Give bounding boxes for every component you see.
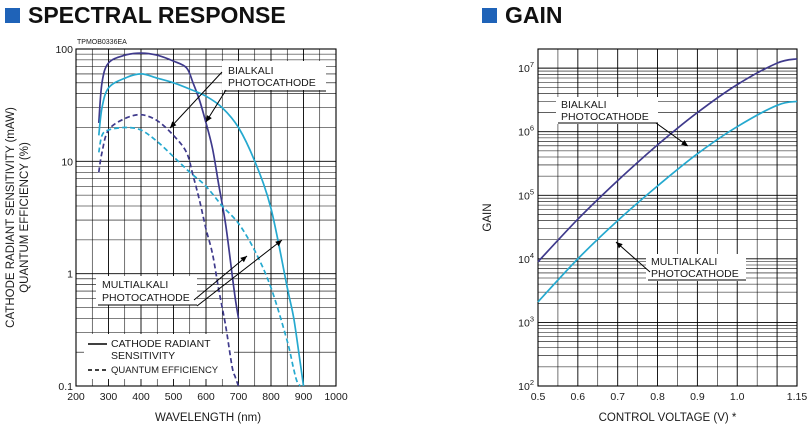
bialkali-qe-leader-arrowhead xyxy=(170,121,177,128)
square-bullet-icon xyxy=(5,8,20,23)
gain-x-tick-label: 0.5 xyxy=(531,391,546,403)
gain-x-tick-label: 0.7 xyxy=(610,391,625,403)
spectral-series-multialkali-qe-line xyxy=(97,126,301,387)
y-axis-title-line: CATHODE RADIANT SENSITIVITY (mAW) xyxy=(5,107,17,328)
x-tick-label: 200 xyxy=(67,391,85,403)
legend-sensitivity-label: SENSITIVITY xyxy=(111,350,175,362)
gain-y-tick-label: 105 xyxy=(518,187,534,202)
gain-multialkali-annotation-text: MULTIALKALI xyxy=(651,256,717,268)
gain-y-tick-label: 103 xyxy=(518,314,534,329)
spectral-series-bialkali-sensitivity-line xyxy=(97,52,240,319)
multialkali-annotation-text: PHOTOCATHODE xyxy=(102,292,190,304)
gain-y-tick-label: 107 xyxy=(518,60,534,75)
multialkali-qe-leader-arrowhead xyxy=(275,240,282,247)
gain-bialkali-annotation-text: BIALKALI xyxy=(561,99,607,111)
legend-box xyxy=(84,334,234,379)
gain-bialkali-leader xyxy=(655,122,689,147)
multialkali-qe-leader xyxy=(196,239,283,307)
multialkali-sensitivity-leader xyxy=(193,255,248,301)
x-tick-label: 600 xyxy=(197,391,215,403)
gain-y-axis-title: GAIN xyxy=(482,203,494,231)
x-tick-label: 1000 xyxy=(324,391,348,403)
y-axis-title-group: CATHODE RADIANT SENSITIVITY (mAW) QUANTUM… xyxy=(5,107,31,328)
gain-x-tick-label: 0.8 xyxy=(650,391,665,403)
gain-plot-frame xyxy=(537,48,798,387)
gain-y-tick-label: 102 xyxy=(518,378,534,393)
gain-y-tick-label: 104 xyxy=(518,251,534,266)
spectral-series-bialkali-qe-line xyxy=(97,113,240,387)
multialkali-label-box xyxy=(96,276,197,305)
gain-x-tick-label: 1.0 xyxy=(730,391,745,403)
gain-y-tick-label: 106 xyxy=(518,124,534,139)
bialkali-annotation-text: BIALKALI xyxy=(228,65,274,77)
y-tick-label: 1 xyxy=(67,269,73,281)
x-tick-label: 300 xyxy=(100,391,118,403)
gain-multialkali-leader-arrowhead xyxy=(616,242,623,249)
legend-qe-label: QUANTUM EFFICIENCY xyxy=(111,365,219,376)
gain-bialkali-annotation-text: PHOTOCATHODE xyxy=(561,111,649,123)
gain-series-multialkali-line xyxy=(537,100,798,303)
square-bullet-icon xyxy=(482,8,497,23)
gain-multialkali-leader xyxy=(615,241,651,273)
x-tick-label: 400 xyxy=(132,391,150,403)
multialkali-annotation-text: MULTIALKALI xyxy=(102,279,168,291)
x-axis-title: WAVELENGTH (nm) xyxy=(155,412,261,424)
gain-series-bialkali-line xyxy=(537,57,798,263)
gain-bialkali-label-box xyxy=(556,97,658,124)
gain-bialkali-leader-arrowhead xyxy=(681,140,688,146)
gain-multialkali-annotation-text: PHOTOCATHODE xyxy=(651,268,739,280)
gain-x-tick-label: 0.6 xyxy=(571,391,586,403)
spectral-plot-frame xyxy=(75,48,337,387)
x-tick-label: 900 xyxy=(295,391,313,403)
spectral-series-multialkali-sensitivity-line xyxy=(97,73,305,387)
multialkali-sensitivity-leader-arrowhead xyxy=(240,256,247,263)
y-tick-label: 10 xyxy=(61,156,73,168)
spectral-response-heading: SPECTRAL RESPONSE xyxy=(5,2,286,29)
spectral-response-heading-text: SPECTRAL RESPONSE xyxy=(28,2,286,28)
y-axis-title-line: QUANTUM EFFICIENCY (%) xyxy=(19,142,31,293)
y-tick-label: 100 xyxy=(55,44,73,56)
y-tick-label: 0.1 xyxy=(58,381,73,393)
bialkali-annotation-text: PHOTOCATHODE xyxy=(228,77,316,89)
x-tick-label: 500 xyxy=(165,391,183,403)
gain-x-tick-label: 1.15 xyxy=(787,391,808,403)
gain-heading-text: GAIN xyxy=(505,2,563,28)
legend-sensitivity-label: CATHODE RADIANT xyxy=(111,338,211,350)
gain-multialkali-label-box xyxy=(646,254,746,281)
gain-x-tick-label: 0.9 xyxy=(690,391,705,403)
x-tick-label: 800 xyxy=(262,391,280,403)
bialkali-label-box xyxy=(222,61,326,90)
bialkali-sensitivity-leader-arrowhead xyxy=(206,115,212,122)
x-tick-label: 700 xyxy=(230,391,248,403)
gain-x-axis-title: CONTROL VOLTAGE (V) * xyxy=(599,412,737,424)
figure-code-label: TPMOB0336EA xyxy=(77,39,127,46)
bialkali-qe-leader xyxy=(169,71,223,129)
gain-heading: GAIN xyxy=(482,2,563,29)
